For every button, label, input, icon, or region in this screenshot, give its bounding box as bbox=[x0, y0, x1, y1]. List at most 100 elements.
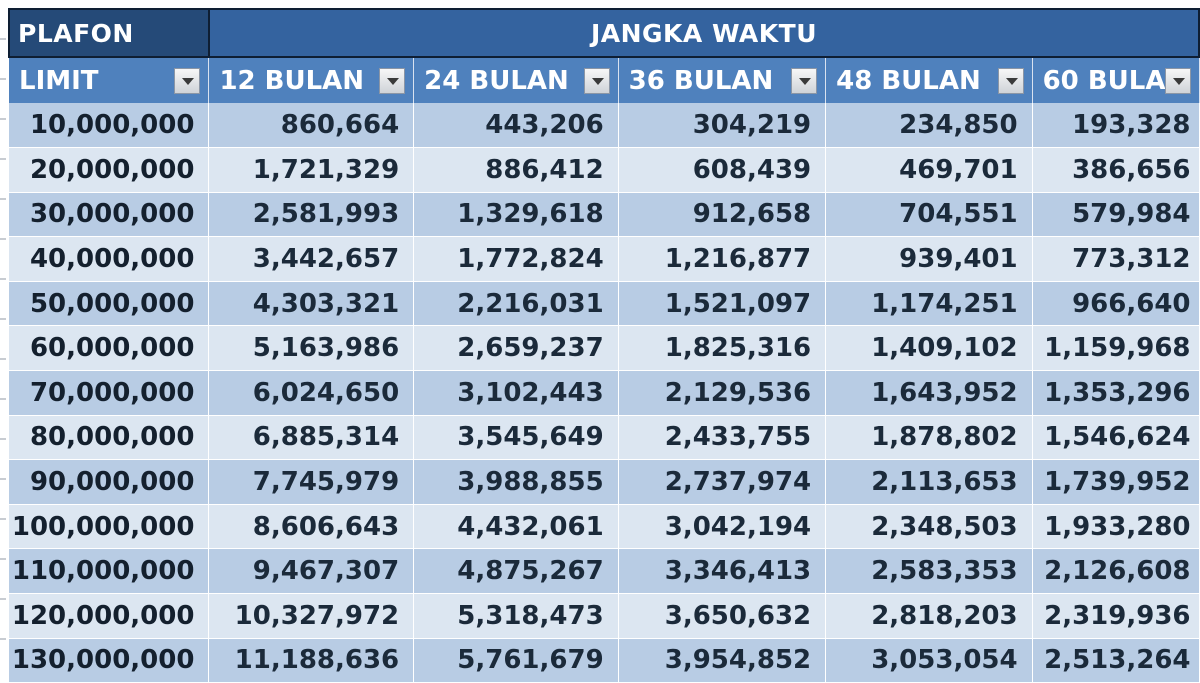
installment-cell[interactable]: 1,174,251 bbox=[825, 281, 1033, 327]
limit-cell[interactable]: 100,000,000 bbox=[9, 504, 210, 550]
table-row: 50,000,000 4,303,321 2,216,031 1,521,097 1,1… bbox=[9, 281, 1200, 327]
installment-cell[interactable]: 3,954,852 bbox=[618, 638, 827, 683]
installment-cell[interactable]: 608,439 bbox=[618, 147, 827, 193]
installment-cell[interactable]: 7,745,979 bbox=[208, 459, 415, 505]
installment-cell[interactable]: 3,442,657 bbox=[208, 236, 415, 282]
installment-cell[interactable]: 5,318,473 bbox=[413, 593, 619, 639]
installment-cell[interactable]: 1,353,296 bbox=[1032, 370, 1200, 416]
title-jangka-waktu: JANGKA WAKTU bbox=[207, 8, 1200, 58]
limit-cell[interactable]: 130,000,000 bbox=[9, 638, 210, 683]
installment-cell[interactable]: 2,348,503 bbox=[825, 504, 1033, 550]
installment-cell[interactable]: 1,772,824 bbox=[413, 236, 619, 282]
column-header-label: 24 BULAN bbox=[424, 66, 569, 96]
installment-cell[interactable]: 1,878,802 bbox=[825, 415, 1033, 461]
installment-cell[interactable]: 1,409,102 bbox=[825, 325, 1033, 372]
title-plafon: PLAFON bbox=[8, 8, 210, 58]
installment-cell[interactable]: 2,513,264 bbox=[1032, 638, 1200, 683]
table-row: 130,000,000 11,188,636 5,761,679 3,954,852 3… bbox=[9, 638, 1200, 683]
installment-cell[interactable]: 5,163,986 bbox=[208, 325, 415, 372]
filter-dropdown-icon[interactable] bbox=[174, 68, 201, 94]
installment-cell[interactable]: 2,659,237 bbox=[413, 325, 619, 372]
installment-cell[interactable]: 1,825,316 bbox=[618, 325, 827, 372]
installment-cell[interactable]: 2,818,203 bbox=[825, 593, 1033, 639]
table-row: 100,000,000 8,606,643 4,432,061 3,042,194 2,… bbox=[9, 504, 1200, 550]
installment-cell[interactable]: 10,327,972 bbox=[208, 593, 415, 639]
installment-cell[interactable]: 3,053,054 bbox=[825, 638, 1033, 683]
installment-cell[interactable]: 966,640 bbox=[1032, 281, 1200, 327]
filter-dropdown-icon[interactable] bbox=[1164, 68, 1191, 94]
installment-cell[interactable]: 886,412 bbox=[413, 147, 619, 193]
limit-cell[interactable]: 30,000,000 bbox=[9, 192, 210, 238]
filter-dropdown-icon[interactable] bbox=[583, 68, 610, 94]
installment-cell[interactable]: 469,701 bbox=[825, 147, 1033, 193]
filter-dropdown-icon[interactable] bbox=[379, 68, 406, 94]
table-row: 120,000,000 10,327,972 5,318,473 3,650,632 2… bbox=[9, 593, 1200, 639]
installment-cell[interactable]: 234,850 bbox=[825, 103, 1033, 149]
limit-cell[interactable]: 10,000,000 bbox=[9, 103, 210, 149]
installment-cell[interactable]: 1,216,877 bbox=[618, 236, 827, 282]
limit-cell[interactable]: 120,000,000 bbox=[9, 593, 210, 639]
installment-cell[interactable]: 3,988,855 bbox=[413, 459, 619, 505]
filter-dropdown-icon[interactable] bbox=[997, 68, 1024, 94]
limit-cell[interactable]: 40,000,000 bbox=[9, 236, 210, 282]
installment-cell[interactable]: 2,319,936 bbox=[1032, 593, 1200, 639]
installment-cell[interactable]: 1,933,280 bbox=[1032, 504, 1200, 550]
installment-cell[interactable]: 4,432,061 bbox=[413, 504, 619, 550]
installment-cell[interactable]: 9,467,307 bbox=[208, 548, 415, 595]
column-header-label: 36 BULAN bbox=[628, 66, 774, 96]
limit-cell[interactable]: 110,000,000 bbox=[9, 548, 210, 595]
installment-cell[interactable]: 5,761,679 bbox=[413, 638, 619, 683]
installment-cell[interactable]: 4,303,321 bbox=[208, 281, 415, 327]
installment-cell[interactable]: 11,188,636 bbox=[208, 638, 415, 683]
installment-cell[interactable]: 386,656 bbox=[1032, 147, 1200, 193]
installment-cell[interactable]: 3,042,194 bbox=[618, 504, 827, 550]
table-row: 110,000,000 9,467,307 4,875,267 3,346,413 2,… bbox=[9, 548, 1200, 595]
installment-table: PLAFON JANGKA WAKTU LIMIT 12 BULAN 24 BU… bbox=[8, 8, 1200, 683]
table-row: 20,000,000 1,721,329 886,412 608,439 469,701… bbox=[9, 147, 1200, 193]
installment-cell[interactable]: 579,984 bbox=[1032, 192, 1200, 238]
limit-cell[interactable]: 50,000,000 bbox=[9, 281, 210, 327]
table-row: 70,000,000 6,024,650 3,102,443 2,129,536 1,6… bbox=[9, 370, 1200, 416]
column-header-48-bulan: 48 BULAN bbox=[825, 57, 1033, 103]
filter-dropdown-icon[interactable] bbox=[791, 68, 818, 94]
installment-cell[interactable]: 912,658 bbox=[618, 192, 827, 238]
limit-cell[interactable]: 70,000,000 bbox=[9, 370, 210, 416]
installment-cell[interactable]: 6,024,650 bbox=[208, 370, 415, 416]
installment-cell[interactable]: 4,875,267 bbox=[413, 548, 619, 595]
installment-cell[interactable]: 1,159,968 bbox=[1032, 325, 1200, 372]
limit-cell[interactable]: 90,000,000 bbox=[9, 459, 210, 505]
installment-cell[interactable]: 3,346,413 bbox=[618, 548, 827, 595]
installment-cell[interactable]: 1,329,618 bbox=[413, 192, 619, 238]
column-header-12-bulan: 12 BULAN bbox=[208, 57, 415, 103]
installment-cell[interactable]: 1,521,097 bbox=[618, 281, 827, 327]
installment-cell[interactable]: 939,401 bbox=[825, 236, 1033, 282]
table-row: 80,000,000 6,885,314 3,545,649 2,433,755 1,8… bbox=[9, 415, 1200, 461]
installment-cell[interactable]: 2,433,755 bbox=[618, 415, 827, 461]
installment-cell[interactable]: 8,606,643 bbox=[208, 504, 415, 550]
limit-cell[interactable]: 80,000,000 bbox=[9, 415, 210, 461]
installment-cell[interactable]: 2,113,653 bbox=[825, 459, 1033, 505]
installment-cell[interactable]: 1,739,952 bbox=[1032, 459, 1200, 505]
installment-cell[interactable]: 443,206 bbox=[413, 103, 619, 149]
installment-cell[interactable]: 2,216,031 bbox=[413, 281, 619, 327]
installment-cell[interactable]: 1,643,952 bbox=[825, 370, 1033, 416]
installment-cell[interactable]: 773,312 bbox=[1032, 236, 1200, 282]
installment-cell[interactable]: 3,545,649 bbox=[413, 415, 619, 461]
installment-cell[interactable]: 304,219 bbox=[618, 103, 827, 149]
installment-cell[interactable]: 2,581,993 bbox=[208, 192, 415, 238]
installment-cell[interactable]: 3,650,632 bbox=[618, 593, 827, 639]
installment-cell[interactable]: 704,551 bbox=[825, 192, 1033, 238]
installment-cell[interactable]: 2,126,608 bbox=[1032, 548, 1200, 595]
installment-cell[interactable]: 3,102,443 bbox=[413, 370, 619, 416]
limit-cell[interactable]: 60,000,000 bbox=[9, 325, 210, 372]
installment-cell[interactable]: 1,546,624 bbox=[1032, 415, 1200, 461]
installment-cell[interactable]: 1,721,329 bbox=[208, 147, 415, 193]
installment-cell[interactable]: 6,885,314 bbox=[208, 415, 415, 461]
installment-cell[interactable]: 2,583,353 bbox=[825, 548, 1033, 595]
table-row: 90,000,000 7,745,979 3,988,855 2,737,974 2,1… bbox=[9, 459, 1200, 505]
installment-cell[interactable]: 193,328 bbox=[1032, 103, 1200, 149]
installment-cell[interactable]: 860,664 bbox=[208, 103, 415, 149]
installment-cell[interactable]: 2,737,974 bbox=[618, 459, 827, 505]
installment-cell[interactable]: 2,129,536 bbox=[618, 370, 827, 416]
limit-cell[interactable]: 20,000,000 bbox=[9, 147, 210, 193]
